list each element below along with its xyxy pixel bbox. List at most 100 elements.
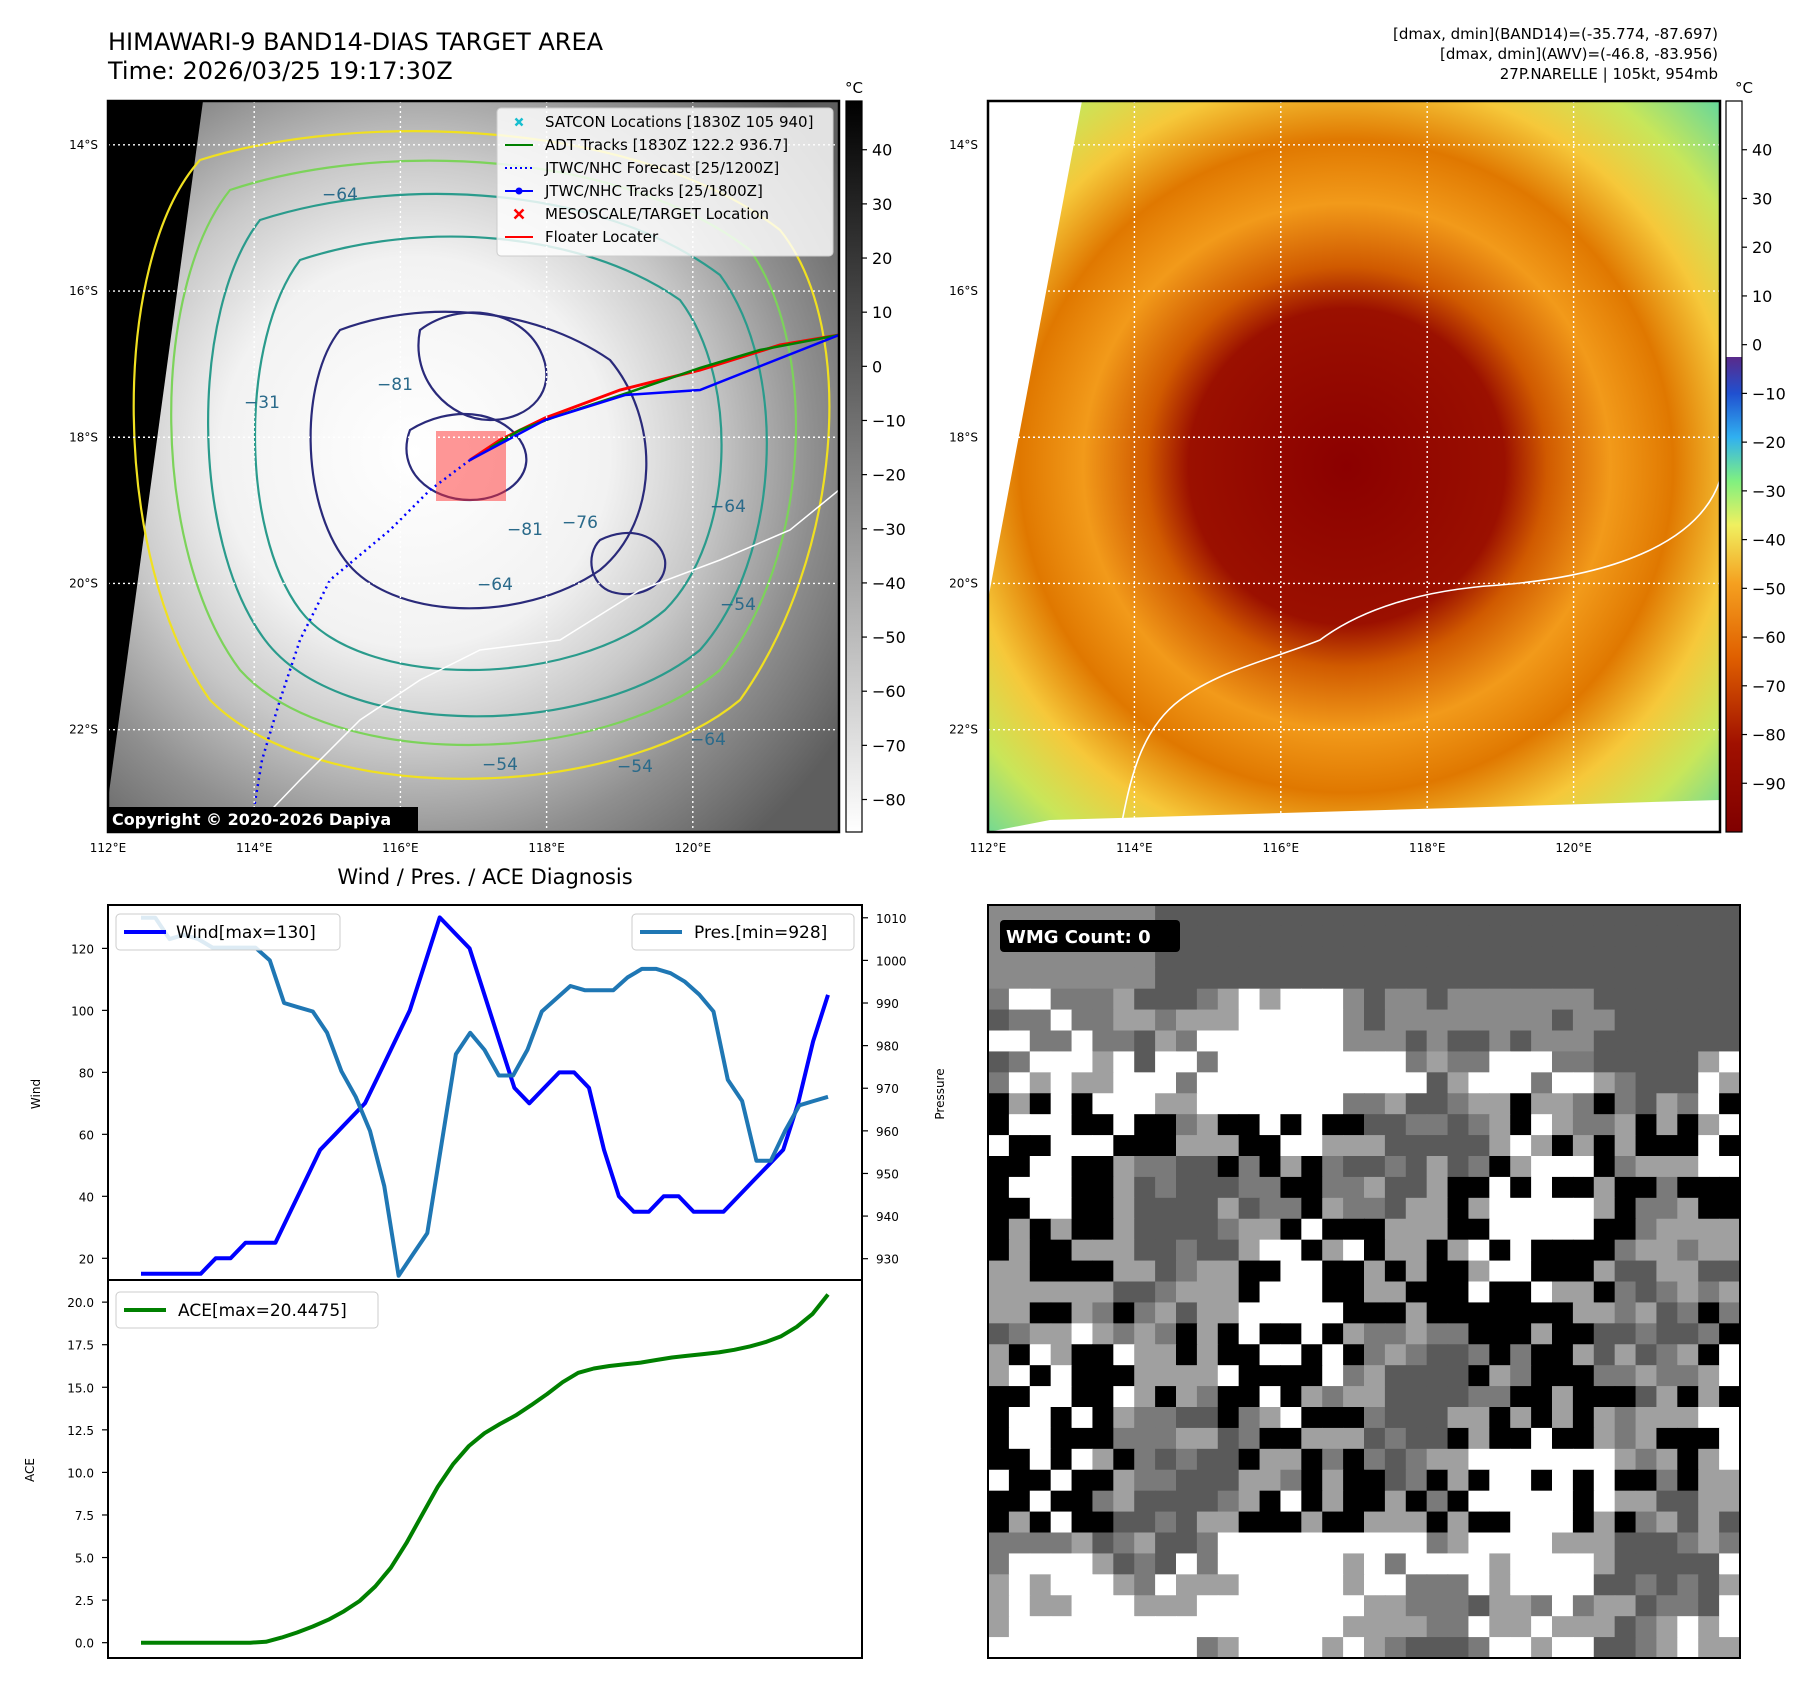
wmg-cell — [1489, 1407, 1511, 1429]
wmg-cell — [1134, 1595, 1156, 1617]
wmg-cell — [1656, 1407, 1678, 1429]
legend-entry: SATCON Locations [1830Z 105 940] — [545, 113, 813, 131]
wmg-cell — [1322, 1637, 1344, 1659]
wmg-cell — [1656, 1469, 1678, 1492]
wmg-cell — [1155, 1469, 1177, 1492]
wmg-cell — [1698, 1469, 1720, 1492]
wmg-cell — [1489, 1637, 1511, 1659]
ace-tick-label: 7.5 — [75, 1509, 94, 1523]
wmg-cell — [1572, 905, 1595, 927]
wmg-cell — [1176, 1427, 1198, 1450]
wmg-cell — [1489, 1553, 1511, 1575]
wmg-cell — [1071, 1365, 1094, 1387]
wmg-cell — [1447, 1511, 1470, 1534]
legend-entry: MESOSCALE/TARGET Location — [545, 205, 769, 223]
wmg-cell — [1405, 1176, 1428, 1199]
wmg-cell — [1008, 1574, 1031, 1596]
wmg-cell — [1531, 905, 1553, 927]
wmg-cell — [1468, 1156, 1490, 1178]
wmg-cell — [1134, 1009, 1156, 1032]
wmg-cell — [1071, 1344, 1094, 1366]
wmg-cell — [1050, 1490, 1073, 1513]
wmg-cell — [1176, 1009, 1198, 1032]
wmg-cell — [1572, 1239, 1595, 1262]
wmg-cell — [1510, 1093, 1532, 1115]
wmg-cell — [1008, 1281, 1031, 1304]
wmg-cell — [1677, 1176, 1699, 1199]
wmg-cell — [1301, 1197, 1323, 1220]
ace-tick-label: 5.0 — [75, 1552, 94, 1566]
wmg-cell — [1384, 1135, 1407, 1157]
wmg-cell — [1050, 946, 1073, 969]
wmg-cell — [1113, 1637, 1135, 1659]
wmg-cell — [1155, 1490, 1177, 1513]
wmg-cell — [1384, 1176, 1407, 1199]
wmg-cell — [1113, 1009, 1135, 1032]
wmg-cell — [1677, 1218, 1699, 1241]
wmg-cell — [1656, 1553, 1678, 1575]
wmg-cell — [1635, 1616, 1658, 1638]
wmg-cell — [1489, 1197, 1511, 1220]
wmg-cell — [1092, 1009, 1114, 1032]
wmg-cell — [1238, 1532, 1261, 1555]
wmg-cell — [1113, 1553, 1135, 1575]
wmg-cell — [1176, 1051, 1198, 1073]
wmg-cell — [1196, 988, 1219, 1011]
wmg-cell — [1301, 1344, 1323, 1366]
wmg-cell — [1510, 1051, 1532, 1073]
wmg-cell — [1656, 1511, 1678, 1534]
wmg-cell — [1405, 1281, 1428, 1304]
wmg-cell — [1364, 1469, 1386, 1492]
wmg-cell — [1593, 1553, 1616, 1575]
wmg-cell — [988, 1176, 1010, 1199]
chart-legend: ACE[max=20.4475] — [115, 1291, 379, 1329]
wmg-cell — [1092, 988, 1114, 1011]
wmg-cell — [1113, 1490, 1135, 1513]
wmg-cell — [1656, 1302, 1678, 1324]
wmg-cell — [1719, 1469, 1741, 1492]
wmg-cell — [1113, 1511, 1135, 1534]
wmg-cell — [1259, 1532, 1282, 1555]
colorbar-tick-label: −40 — [872, 574, 906, 593]
wmg-cell — [1217, 988, 1240, 1011]
wmg-cell — [1510, 1553, 1532, 1575]
wmg-frame — [987, 904, 1741, 1659]
wmg-cell — [1113, 1176, 1135, 1199]
wmg-cell — [1614, 1637, 1637, 1659]
lon-tick-label: 112°E — [970, 841, 1007, 855]
lon-tick-label: 114°E — [1116, 841, 1153, 855]
chart-frame — [107, 904, 863, 1281]
wmg-cell — [1008, 967, 1031, 990]
wmg-cell — [1259, 1156, 1282, 1178]
wmg-cell — [1196, 1532, 1219, 1555]
wmg-cell — [1468, 1302, 1490, 1324]
wmg-cell — [1447, 1323, 1470, 1345]
wmg-cell — [1384, 1197, 1407, 1220]
wmg-cell — [1364, 946, 1386, 969]
wmg-cell — [1364, 1511, 1386, 1534]
wmg-cell — [1280, 1093, 1302, 1115]
wmg-cell — [1238, 1427, 1261, 1450]
wmg-cell — [1552, 1553, 1574, 1575]
wmg-cell — [1071, 1302, 1094, 1324]
wmg-cell — [1593, 1239, 1616, 1262]
wmg-cell — [1071, 1595, 1094, 1617]
wmg-cell — [1155, 946, 1177, 969]
lon-tick-label: 120°E — [1555, 841, 1592, 855]
wmg-cell — [1155, 1553, 1177, 1575]
wmg-cell — [1531, 1511, 1553, 1534]
wmg-cell — [1593, 1197, 1616, 1220]
wmg-cell — [1008, 1407, 1031, 1429]
wmg-cell — [1322, 925, 1344, 948]
wmg-cell — [1531, 967, 1553, 990]
wmg-cell — [1322, 1281, 1344, 1304]
wmg-cell — [1280, 1281, 1302, 1304]
wmg-cell — [1113, 1218, 1135, 1241]
wmg-cell — [1134, 1323, 1156, 1345]
wmg-cell — [1572, 1197, 1595, 1220]
wmg-cell — [1510, 1009, 1532, 1032]
wmg-cell — [1029, 1239, 1052, 1262]
wmg-cell — [1426, 1030, 1449, 1053]
wmg-cell — [1343, 1260, 1365, 1283]
wmg-cell — [1238, 1051, 1261, 1073]
